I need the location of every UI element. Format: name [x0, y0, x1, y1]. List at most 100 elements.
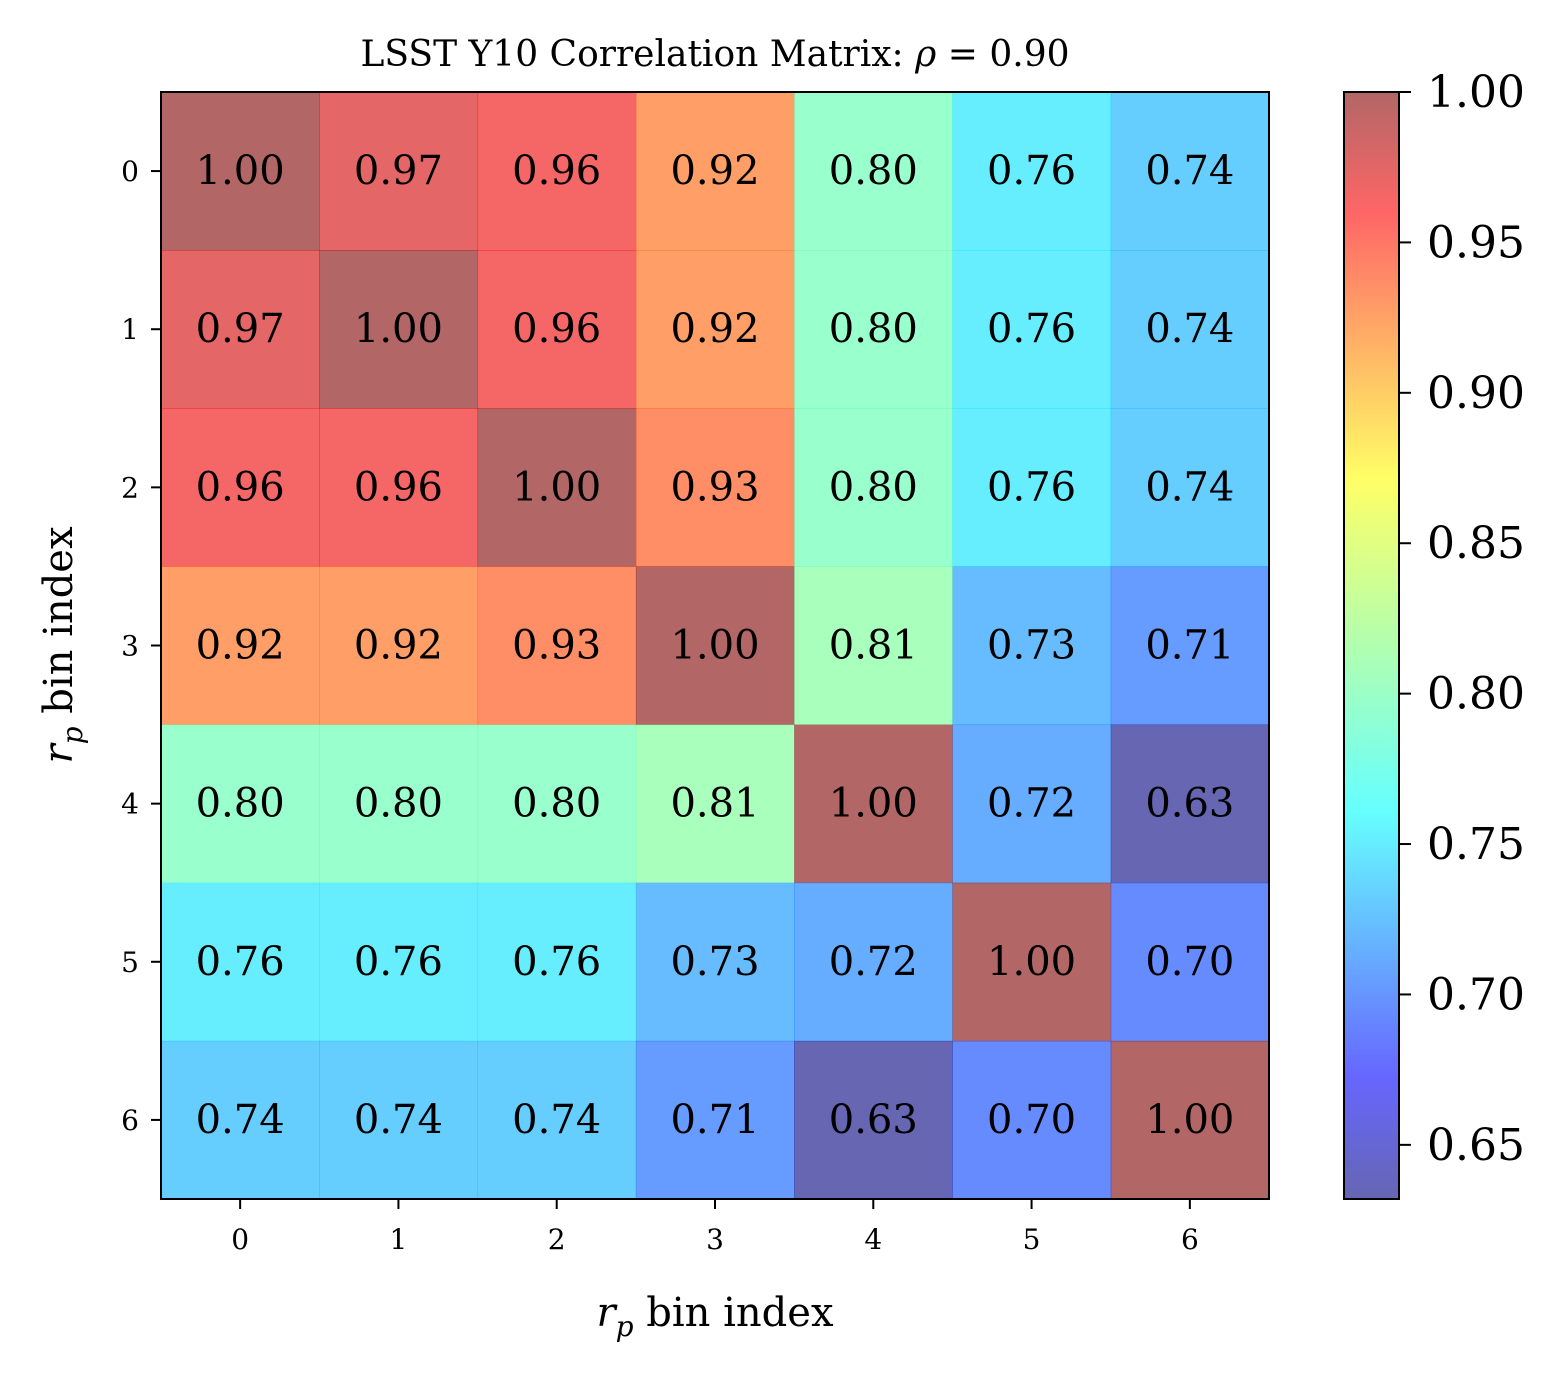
heatmap-cell-labels: 1.00 0.97 0.96 0.92 0.80 0.76 0.74 0.97 1.00 0.96…	[196, 148, 1235, 1143]
cell-value-label-3-3: 1.00	[670, 623, 759, 669]
colorbar-ticks: 0.65 0.70 0.75 0.80 0.85 0.90 0.95 1.00	[1399, 67, 1525, 1171]
cell-value-label-0-1: 0.97	[354, 148, 443, 194]
colorbar-tick-label-0: 0.65	[1427, 1120, 1525, 1171]
heatmap-cell-0-6	[1110, 92, 1270, 251]
cell-value-label-3-1: 0.92	[354, 623, 443, 669]
colorbar-gradient	[1344, 92, 1399, 1199]
cell-value-label-1-0: 0.97	[196, 306, 285, 352]
x-axis-label-rest: bin index	[634, 1290, 834, 1336]
heatmap-cell-0-3	[635, 92, 795, 251]
cell-value-label-5-3: 0.73	[670, 939, 759, 985]
heatmap-cell-6-0	[161, 1040, 320, 1200]
cell-value-label-0-2: 0.96	[512, 148, 601, 194]
heatmap-cell-0-1	[319, 92, 479, 251]
heatmap-cell-0-5	[952, 92, 1112, 251]
heatmap-cell-6-5	[952, 1040, 1112, 1200]
x-axis-ticks: 0 1 2 3 4 5 6	[231, 1199, 1199, 1256]
cell-value-label-1-2: 0.96	[512, 306, 601, 352]
cell-value-label-6-5: 0.70	[987, 1097, 1076, 1143]
y-axis-label-var: r	[36, 742, 82, 764]
y-tick-label-0: 0	[121, 155, 139, 188]
colorbar-tick-label-1: 0.70	[1427, 969, 1525, 1020]
heatmap-cell-6-6	[1110, 1040, 1270, 1200]
y-tick-label-3: 3	[121, 630, 139, 663]
heatmap-cell-1-3	[635, 250, 795, 409]
heatmap-cell-3-2	[477, 566, 637, 726]
colorbar-tick-label-2: 0.75	[1427, 819, 1525, 870]
cell-value-label-6-3: 0.71	[670, 1097, 759, 1143]
cell-value-label-0-0: 1.00	[196, 148, 285, 194]
cell-value-label-4-5: 0.72	[987, 781, 1076, 827]
heatmap-cell-6-2	[477, 1040, 637, 1200]
cell-value-label-3-0: 0.92	[196, 623, 285, 669]
heatmap-cell-0-2	[477, 92, 637, 251]
cell-value-label-1-5: 0.76	[987, 306, 1076, 352]
cell-value-label-2-0: 0.96	[196, 464, 285, 510]
x-axis-label-sub: p	[616, 1310, 634, 1343]
heatmap-cell-2-0	[161, 408, 320, 567]
heatmap-cell-1-0	[161, 250, 320, 409]
cell-value-label-5-4: 0.72	[829, 939, 918, 985]
chart-title-rho: ρ	[914, 34, 936, 75]
heatmap-cell-1-1	[319, 250, 479, 409]
heatmap-cell-3-5	[952, 566, 1112, 726]
cell-value-label-0-4: 0.80	[829, 148, 918, 194]
heatmap-cell-2-1	[319, 408, 479, 567]
cell-value-label-1-4: 0.80	[829, 306, 918, 352]
heatmap-cell-4-4	[794, 724, 953, 884]
x-tick-label-4: 4	[864, 1223, 882, 1256]
heatmap-cell-3-3	[635, 566, 795, 726]
heatmap-cell-4-6	[1110, 724, 1270, 884]
cell-value-label-1-1: 1.00	[354, 306, 443, 352]
y-tick-label-6: 6	[121, 1104, 139, 1137]
heatmap-cell-4-3	[635, 724, 795, 884]
heatmap-cell-1-5	[952, 250, 1112, 409]
x-axis-label-var: r	[596, 1290, 618, 1336]
heatmap-cell-5-0	[161, 882, 320, 1042]
heatmap-cell-5-5	[952, 882, 1112, 1042]
colorbar-tick-label-5: 0.90	[1427, 368, 1525, 419]
cell-value-label-6-1: 0.74	[354, 1097, 443, 1143]
cell-value-label-2-6: 0.74	[1145, 464, 1234, 510]
cell-value-label-3-2: 0.93	[512, 623, 601, 669]
cell-value-label-0-6: 0.74	[1145, 148, 1234, 194]
y-tick-label-5: 5	[121, 946, 139, 979]
heatmap-cell-5-2	[477, 882, 637, 1042]
x-tick-label-5: 5	[1023, 1223, 1041, 1256]
cell-value-label-2-2: 1.00	[512, 464, 601, 510]
cell-value-label-6-0: 0.74	[196, 1097, 285, 1143]
cell-value-label-6-4: 0.63	[829, 1097, 918, 1143]
heatmap-cell-2-2	[477, 408, 637, 567]
heatmap-cell-6-1	[319, 1040, 479, 1200]
heatmap-cell-4-2	[477, 724, 637, 884]
x-tick-label-0: 0	[231, 1223, 249, 1256]
cell-value-label-5-2: 0.76	[512, 939, 601, 985]
heatmap-cell-1-4	[794, 250, 953, 409]
heatmap-cell-2-4	[794, 408, 953, 567]
colorbar-frame	[1343, 91, 1400, 1200]
cell-value-label-2-5: 0.76	[987, 464, 1076, 510]
heatmap-cell-5-6	[1110, 882, 1270, 1042]
y-tick-label-2: 2	[121, 471, 139, 504]
heatmap-cell-2-5	[952, 408, 1112, 567]
cell-value-label-0-5: 0.76	[987, 148, 1076, 194]
cell-value-label-1-6: 0.74	[1145, 306, 1234, 352]
cell-value-label-4-3: 0.81	[670, 781, 759, 827]
cell-value-label-5-0: 0.76	[196, 939, 285, 985]
y-tick-label-4: 4	[121, 788, 139, 821]
x-tick-label-2: 2	[548, 1223, 566, 1256]
y-axis-ticks: 0 1 2 3 4 5 6	[121, 155, 161, 1137]
x-tick-label-6: 6	[1181, 1223, 1199, 1256]
heatmap-cell-3-4	[794, 566, 953, 726]
x-tick-label-3: 3	[706, 1223, 724, 1256]
cell-value-label-4-6: 0.63	[1145, 781, 1234, 827]
heatmap-cell-2-3	[635, 408, 795, 567]
heatmap-cell-1-6	[1110, 250, 1270, 409]
x-tick-label-1: 1	[390, 1223, 408, 1256]
heatmap-cell-5-4	[794, 882, 953, 1042]
y-axis-label-rest: bin index	[36, 526, 82, 726]
cell-value-label-2-4: 0.80	[829, 464, 918, 510]
colorbar-tick-label-3: 0.80	[1427, 669, 1525, 720]
cell-value-label-6-2: 0.74	[512, 1097, 601, 1143]
